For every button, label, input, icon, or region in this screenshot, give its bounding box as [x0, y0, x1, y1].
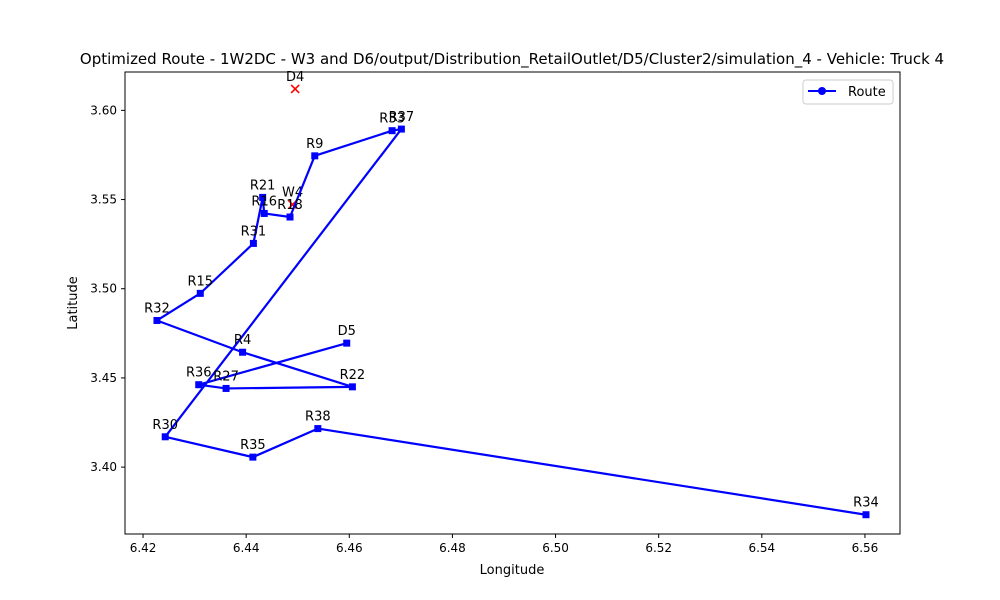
- stop-marker-r32: [153, 316, 161, 324]
- stop-marker-r35: [249, 453, 257, 461]
- y-tick-label: 3.40: [90, 460, 117, 474]
- point-label-r4: R4: [234, 333, 251, 348]
- y-tick-label: 3.60: [90, 103, 117, 117]
- x-tick-label: 6.46: [336, 541, 363, 555]
- legend-box: [802, 79, 894, 105]
- y-tick-label: 3.50: [90, 282, 117, 296]
- x-tick-label: 6.56: [852, 541, 879, 555]
- x-tick-label: 6.50: [542, 541, 569, 555]
- stop-marker-r9: [311, 152, 319, 160]
- point-label-r34: R34: [853, 496, 879, 511]
- stop-marker-r27: [222, 384, 230, 392]
- stop-marker-r34: [862, 511, 870, 519]
- stop-marker-r16: [260, 209, 268, 217]
- point-label-r30: R30: [152, 418, 178, 433]
- x-tick-label: 6.44: [233, 541, 260, 555]
- point-label-r15: R15: [187, 274, 213, 289]
- legend-marker: [818, 87, 826, 95]
- stop-marker-r15: [196, 289, 204, 297]
- y-axis: 3.40 3.45 3.50 3.55 3.60: [90, 103, 125, 474]
- plot-frame: [124, 71, 901, 535]
- x-tick-label: 6.54: [748, 541, 775, 555]
- y-tick-label: 3.55: [90, 193, 117, 207]
- legend: Route: [802, 79, 894, 105]
- stop-marker-r4: [239, 348, 247, 356]
- point-label-r22: R22: [340, 368, 366, 383]
- x-tick-label: 6.42: [130, 541, 157, 555]
- stop-marker-r36: [195, 381, 203, 389]
- point-label-r38: R38: [305, 410, 331, 425]
- x-tick-label: 6.48: [439, 541, 466, 555]
- route-line: [155, 127, 867, 516]
- marker-d4: [290, 84, 300, 94]
- stop-marker-r21: [259, 193, 267, 201]
- stop-marker-r30: [161, 433, 169, 441]
- stop-marker-d5: [343, 339, 351, 347]
- x-tick-label: 6.52: [645, 541, 672, 555]
- stop-marker-r22: [348, 383, 356, 391]
- point-label-r31: R31: [241, 224, 267, 239]
- chart-title: Optimized Route - 1W2DC - W3 and D6/outp…: [80, 50, 944, 69]
- point-label-d4: D4: [286, 70, 304, 85]
- point-label-r37: R37: [389, 110, 415, 125]
- point-label-r27: R27: [213, 369, 239, 384]
- point-label-r35: R35: [240, 438, 266, 453]
- stop-marker-r31: [249, 239, 257, 247]
- point-label-r16: R16: [251, 194, 277, 209]
- legend-label: Route: [848, 85, 886, 100]
- point-label-r33: R33: [379, 112, 405, 127]
- stop-marker-r37: [397, 125, 405, 133]
- stop-marker-r33: [388, 127, 396, 135]
- point-label-r36: R36: [186, 366, 212, 381]
- point-label-d5: D5: [338, 324, 356, 339]
- point-label-r32: R32: [144, 301, 170, 316]
- x-axis: 6.42 6.44 6.46 6.48 6.50 6.52 6.54 6.56: [130, 534, 879, 555]
- stop-marker-r38: [314, 425, 322, 433]
- point-label-r21: R21: [250, 178, 276, 193]
- y-tick-label: 3.45: [90, 371, 117, 385]
- stop-marker-r18: [286, 213, 294, 221]
- x-axis-title: Longitude: [480, 563, 545, 578]
- point-label-r9: R9: [306, 137, 323, 152]
- y-axis-title: Latitude: [66, 276, 81, 330]
- point-label-r18: R18: [277, 198, 303, 213]
